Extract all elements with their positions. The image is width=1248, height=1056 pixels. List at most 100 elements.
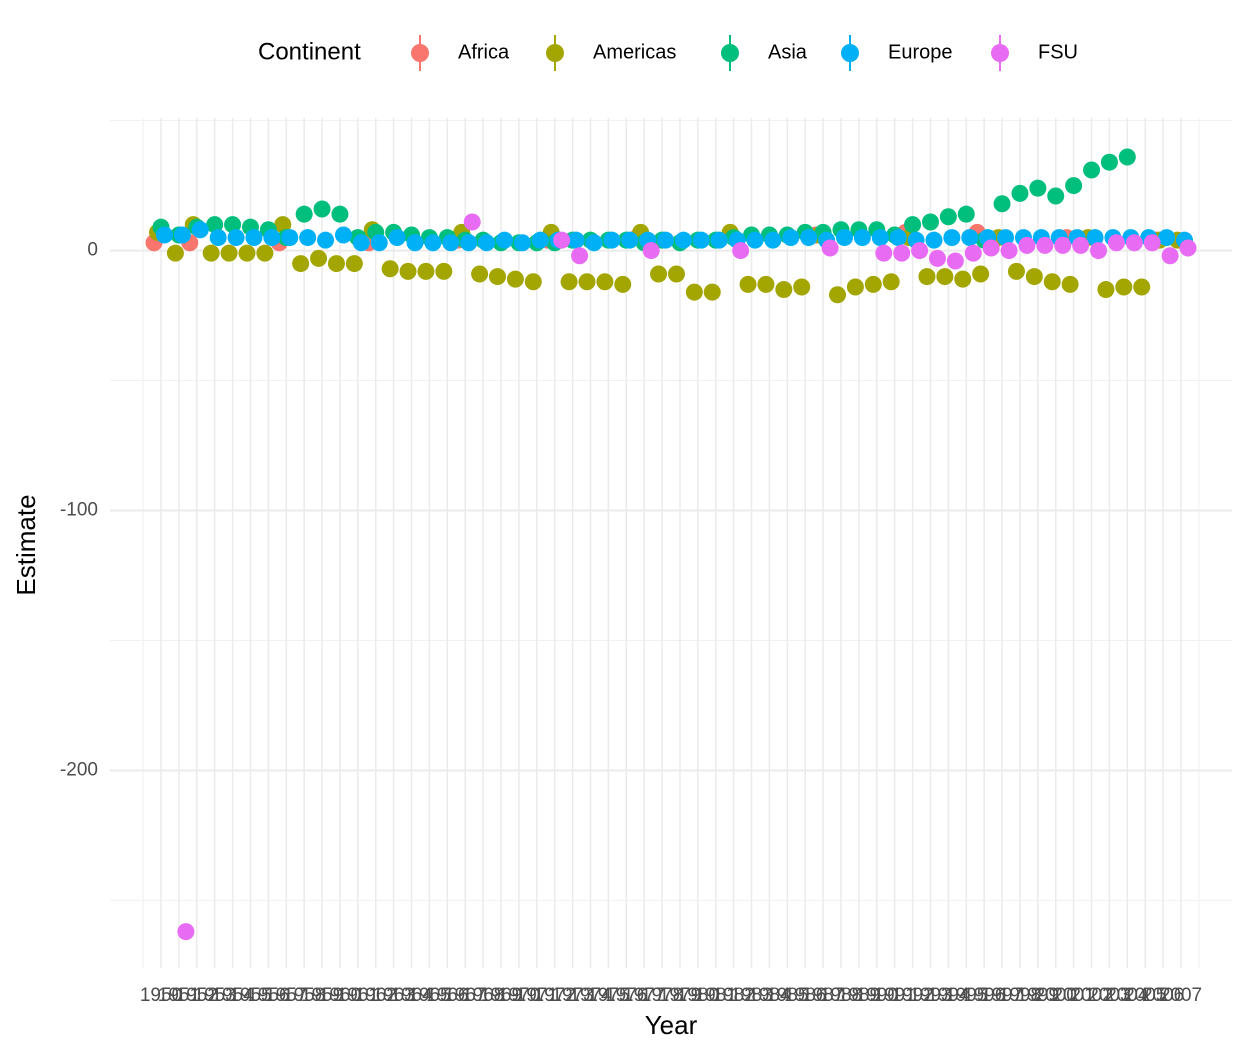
x-tick-label: 1955: [229, 985, 271, 1006]
point: [1179, 239, 1197, 257]
x-tick-label: 1971: [516, 985, 558, 1006]
point: [1043, 273, 1061, 291]
point: [417, 262, 435, 280]
point: [1072, 236, 1090, 254]
x-tick-label: 1966: [426, 985, 468, 1006]
point: [954, 270, 972, 288]
point: [746, 231, 764, 249]
point: [513, 234, 531, 252]
x-tick-label: 1969: [480, 985, 522, 1006]
point: [1065, 177, 1083, 195]
point: [853, 229, 871, 247]
point: [993, 195, 1011, 213]
point: [245, 229, 263, 247]
point: [775, 281, 793, 299]
point: [1036, 236, 1054, 254]
x-tick-label: 1953: [194, 985, 236, 1006]
point: [911, 242, 929, 260]
point: [703, 283, 721, 301]
point: [334, 226, 352, 244]
legend-key: [546, 44, 564, 62]
point: [939, 208, 957, 226]
point: [191, 221, 209, 239]
point: [1097, 281, 1115, 299]
point: [388, 229, 406, 247]
point: [399, 262, 417, 280]
x-tick-label: 1996: [963, 985, 1005, 1006]
point: [936, 268, 954, 286]
point: [256, 244, 274, 262]
point: [982, 239, 1000, 257]
x-tick-label: 1954: [211, 985, 254, 1006]
x-tick-label: 1986: [784, 985, 826, 1006]
x-tick-label: 1976: [605, 985, 647, 1006]
legend-key: [841, 44, 859, 62]
point: [596, 273, 614, 291]
x-tick-label: 1999: [1017, 985, 1059, 1006]
point: [864, 275, 882, 293]
point: [800, 229, 818, 247]
point: [893, 244, 911, 262]
point: [370, 234, 388, 252]
point: [406, 234, 424, 252]
x-tick-label: 1964: [390, 985, 433, 1006]
point: [173, 226, 191, 244]
point: [1107, 234, 1125, 252]
x-tick-label: 1985: [766, 985, 808, 1006]
point: [295, 205, 313, 223]
x-tick-label: 1950: [140, 985, 182, 1006]
point: [943, 229, 961, 247]
point: [281, 229, 299, 247]
point: [506, 270, 524, 288]
x-tick-label: 1991: [874, 985, 916, 1006]
point: [166, 244, 184, 262]
point: [972, 265, 990, 283]
x-tick-label: 1978: [641, 985, 683, 1006]
y-axis-title: Estimate: [11, 494, 41, 595]
point: [1086, 229, 1104, 247]
point: [531, 231, 549, 249]
point: [882, 273, 900, 291]
point: [317, 231, 335, 249]
point: [292, 255, 310, 273]
point: [524, 273, 542, 291]
x-tick-label: 1984: [748, 985, 791, 1006]
point: [1054, 236, 1072, 254]
x-tick-label: 1958: [283, 985, 325, 1006]
x-tick-label: 1951: [158, 985, 200, 1006]
x-tick-label: 1990: [856, 985, 898, 1006]
x-tick-label: 1967: [444, 985, 486, 1006]
point: [1007, 262, 1025, 280]
point: [177, 923, 195, 941]
point: [925, 231, 943, 249]
point: [921, 213, 939, 231]
point: [1158, 229, 1176, 247]
x-tick-label: 1956: [247, 985, 289, 1006]
point: [585, 234, 603, 252]
y-tick-label: -200: [60, 759, 98, 780]
point: [685, 283, 703, 301]
point: [650, 265, 668, 283]
point: [220, 244, 238, 262]
point: [957, 205, 975, 223]
point: [463, 213, 481, 231]
point: [224, 216, 242, 234]
point: [1133, 278, 1151, 296]
point: [478, 234, 496, 252]
point: [674, 231, 692, 249]
x-tick-label: 1981: [695, 985, 737, 1006]
x-tick-label: 1983: [730, 985, 772, 1006]
x-tick-label: 1970: [498, 985, 540, 1006]
point: [352, 234, 370, 252]
x-tick-label: 1982: [712, 985, 754, 1006]
point: [875, 244, 893, 262]
point: [209, 229, 227, 247]
point: [710, 231, 728, 249]
x-tick-label: 1979: [659, 985, 701, 1006]
point: [435, 262, 453, 280]
point: [227, 229, 245, 247]
point: [621, 231, 639, 249]
x-tick-label: 1998: [999, 985, 1041, 1006]
point: [1000, 242, 1018, 260]
